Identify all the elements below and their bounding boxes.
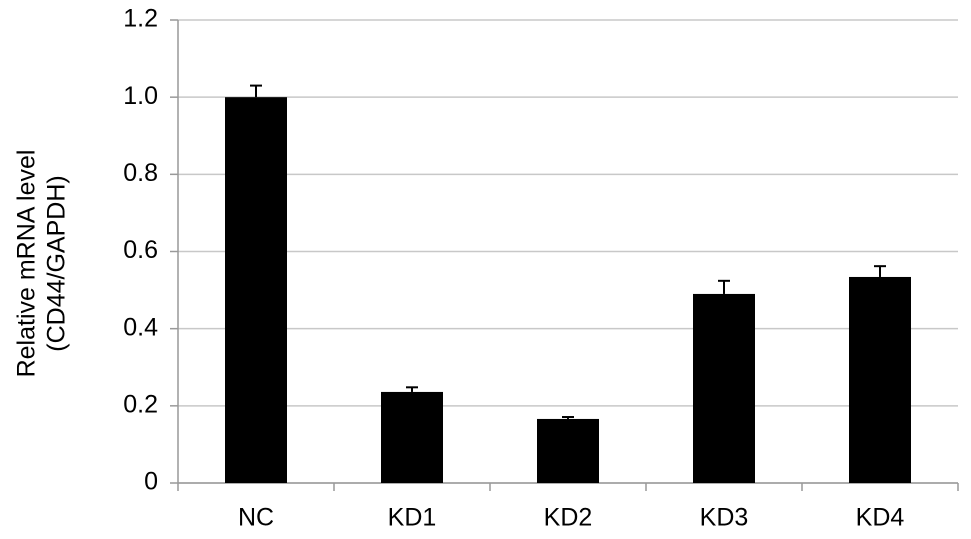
bar	[849, 276, 911, 483]
y-tick-label: 0.6	[123, 236, 158, 264]
bar	[537, 418, 599, 483]
x-tick-label: KD4	[856, 504, 905, 532]
y-tick-label: 0.8	[123, 159, 158, 187]
x-tick-label: KD2	[544, 504, 593, 532]
y-axis-label: Relative mRNA level	[13, 150, 41, 378]
x-tick-label: NC	[238, 504, 274, 532]
y-tick-label: 0	[144, 468, 158, 496]
y-tick-label: 1.2	[123, 5, 158, 33]
bar	[225, 97, 287, 484]
x-tick-label: KD1	[388, 504, 437, 532]
bar	[693, 293, 755, 483]
x-tick-label: KD3	[700, 504, 749, 532]
y-tick-label: 0.2	[123, 390, 158, 418]
y-tick-label: 1.0	[123, 82, 158, 110]
y-axis-label: (CD44/GAPDH)	[43, 175, 71, 351]
bar	[381, 391, 443, 483]
y-tick-label: 0.4	[123, 313, 158, 341]
